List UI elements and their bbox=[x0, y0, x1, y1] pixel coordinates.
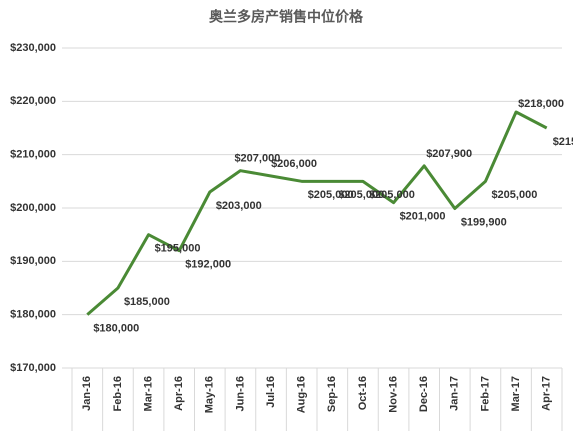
x-tick-label: Apr-17 bbox=[541, 376, 553, 411]
data-label: $205,000 bbox=[369, 189, 415, 201]
data-label: $203,000 bbox=[216, 200, 262, 212]
data-label: $192,000 bbox=[185, 259, 231, 271]
x-tick-label: Nov-16 bbox=[387, 376, 399, 413]
data-label: $218,000 bbox=[518, 98, 564, 110]
data-label: $207,900 bbox=[426, 148, 472, 160]
x-tick-label: Mar-17 bbox=[510, 376, 522, 411]
data-label: $205,000 bbox=[338, 189, 384, 201]
data-label: $199,900 bbox=[461, 216, 507, 228]
y-tick-label: $190,000 bbox=[10, 255, 56, 267]
y-tick-label: $200,000 bbox=[10, 202, 56, 214]
data-label: $215,000 bbox=[553, 136, 573, 148]
data-label: $201,000 bbox=[400, 211, 446, 223]
x-tick-label: Feb-16 bbox=[112, 376, 124, 411]
data-label: $205,000 bbox=[491, 189, 537, 201]
data-label: $207,000 bbox=[234, 153, 280, 165]
data-label: $205,000 bbox=[308, 189, 354, 201]
x-tick-label: Jun-16 bbox=[234, 376, 246, 411]
data-line bbox=[86, 110, 548, 316]
x-tick-label: Apr-16 bbox=[173, 376, 185, 411]
data-label: $185,000 bbox=[124, 296, 170, 308]
x-tick-label: Jul-16 bbox=[265, 376, 277, 408]
x-tick-label: Oct-16 bbox=[357, 376, 369, 410]
x-tick-label: Jan-17 bbox=[449, 376, 461, 411]
y-tick-label: $170,000 bbox=[10, 362, 56, 374]
x-tick-label: Feb-17 bbox=[479, 376, 491, 411]
y-tick-label: $180,000 bbox=[10, 309, 56, 321]
y-tick-label: $220,000 bbox=[10, 95, 56, 107]
x-tick-label: Mar-16 bbox=[142, 376, 154, 411]
y-tick-label: $210,000 bbox=[10, 149, 56, 161]
data-label: $195,000 bbox=[155, 243, 201, 255]
x-tick-label: Sep-16 bbox=[326, 376, 338, 412]
data-label: $206,000 bbox=[271, 158, 317, 170]
x-tick-label: Aug-16 bbox=[296, 376, 308, 413]
x-tick-label: Jan-16 bbox=[81, 376, 93, 411]
x-tick-label: Dec-16 bbox=[418, 376, 430, 412]
x-tick-label: May-16 bbox=[204, 376, 216, 413]
y-tick-label: $230,000 bbox=[10, 42, 56, 54]
data-label: $180,000 bbox=[93, 323, 139, 335]
chart-title: 奥兰多房产销售中位价格 bbox=[209, 9, 364, 25]
